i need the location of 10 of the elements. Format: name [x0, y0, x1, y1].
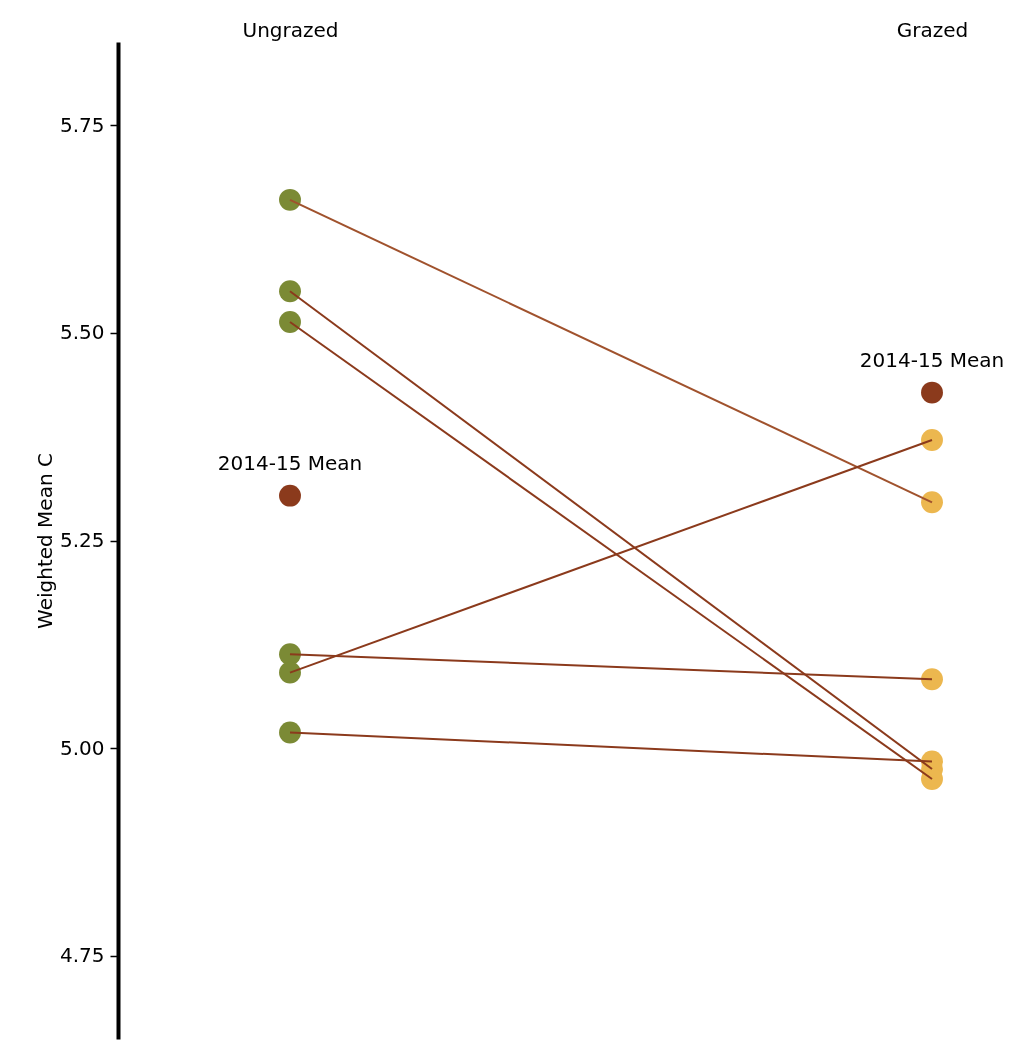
annotation: 2014-15 Mean: [217, 450, 363, 475]
y-tick-label: 5.75: [59, 112, 105, 137]
y-tick-label: 5.25: [59, 528, 105, 552]
y-axis-title: Weighted Mean C: [32, 453, 57, 629]
y-tick-label: 5.50: [59, 320, 105, 345]
y-tick-label: 4.75: [59, 943, 105, 968]
x-tick-label: Grazed: [896, 17, 969, 42]
x-tick-label: Ungrazed: [242, 17, 339, 42]
y-tick-label: 5.00: [59, 735, 105, 760]
annotation: 2014-15 Mean: [859, 347, 1005, 372]
